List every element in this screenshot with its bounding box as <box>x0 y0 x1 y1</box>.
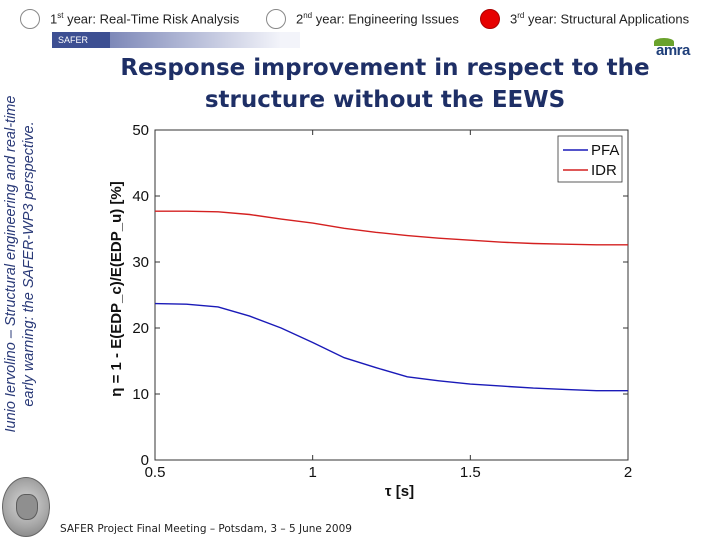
author-line-2: early warning: the SAFER-WP3 perspective… <box>21 121 37 407</box>
legend: PFA IDR <box>557 135 623 183</box>
tab-year-1-label: 1st year: Real-Time Risk Analysis <box>50 11 240 27</box>
amra-logo-text: amra <box>656 42 690 59</box>
plot-frame <box>154 129 629 461</box>
tab-year-2[interactable]: 2nd year: Engineering Issues <box>266 8 459 30</box>
author-line-1: Iunio Iervolino – Structural engineering… <box>3 95 19 433</box>
series-line-idr <box>155 210 628 246</box>
legend-box <box>557 135 623 183</box>
author-sidebar: Iunio Iervolino – Structural engineering… <box>0 32 50 540</box>
safer-logo: SAFER <box>52 32 116 48</box>
series-lines <box>154 210 628 392</box>
y-axis-label: η = 1 - E(EDP_c)/E(EDP_u) [%] <box>108 181 125 396</box>
series-line-pfa <box>154 302 628 392</box>
y-tick-label: 10 <box>132 386 149 403</box>
y-tick-label: 20 <box>132 320 149 337</box>
author-caption: Iunio Iervolino – Structural engineering… <box>2 64 38 464</box>
footer-text: SAFER Project Final Meeting – Potsdam, 3… <box>60 523 352 535</box>
x-tick-label: 1.5 <box>460 464 481 481</box>
y-tick-label: 40 <box>132 188 149 205</box>
university-seal-icon <box>2 477 50 537</box>
y-tick-label: 30 <box>132 254 149 271</box>
tab-year-2-circle-icon <box>266 9 286 29</box>
y-tick-label: 50 <box>132 122 149 139</box>
x-tick-label: 1 <box>308 464 316 481</box>
legend-label-idr: IDR <box>591 162 617 179</box>
legend-label-pfa: PFA <box>591 142 619 159</box>
x-axis-label: τ [s] <box>385 483 414 500</box>
tab-year-3[interactable]: 3rd year: Structural Applications <box>480 8 689 30</box>
slide-title-line-1: Response improvement in respect to the <box>120 55 650 81</box>
tab-year-1-circle-icon <box>20 9 40 29</box>
tab-year-3-label: 3rd year: Structural Applications <box>510 11 690 27</box>
chart-canvas: 0 10 20 30 40 50 0.5 1 1.5 2 PFA IDR τ [s] η = 1 -… <box>95 118 660 503</box>
tab-year-3-active-circle-icon <box>480 9 500 29</box>
tab-year-1[interactable]: 1st year: Real-Time Risk Analysis <box>20 8 239 30</box>
y-tick-label: 0 <box>141 452 149 469</box>
slide-title: Response improvement in respect to the s… <box>100 52 670 116</box>
axis-ticks: 0 10 20 30 40 50 0.5 1 1.5 2 <box>132 122 632 481</box>
amra-leaf-icon <box>654 38 674 46</box>
top-navigation: 1st year: Real-Time Risk Analysis 2nd ye… <box>0 0 720 36</box>
safer-logo-stripe <box>110 32 300 48</box>
slide-title-line-2: structure without the EEWS <box>204 87 566 113</box>
amra-logo: amra <box>650 38 716 64</box>
tab-year-2-label: 2nd year: Engineering Issues <box>296 11 459 27</box>
x-tick-label: 2 <box>624 464 632 481</box>
x-tick-label: 0.5 <box>145 464 166 481</box>
response-improvement-chart: 0 10 20 30 40 50 0.5 1 1.5 2 PFA IDR τ [s] η = 1 -… <box>95 118 660 503</box>
